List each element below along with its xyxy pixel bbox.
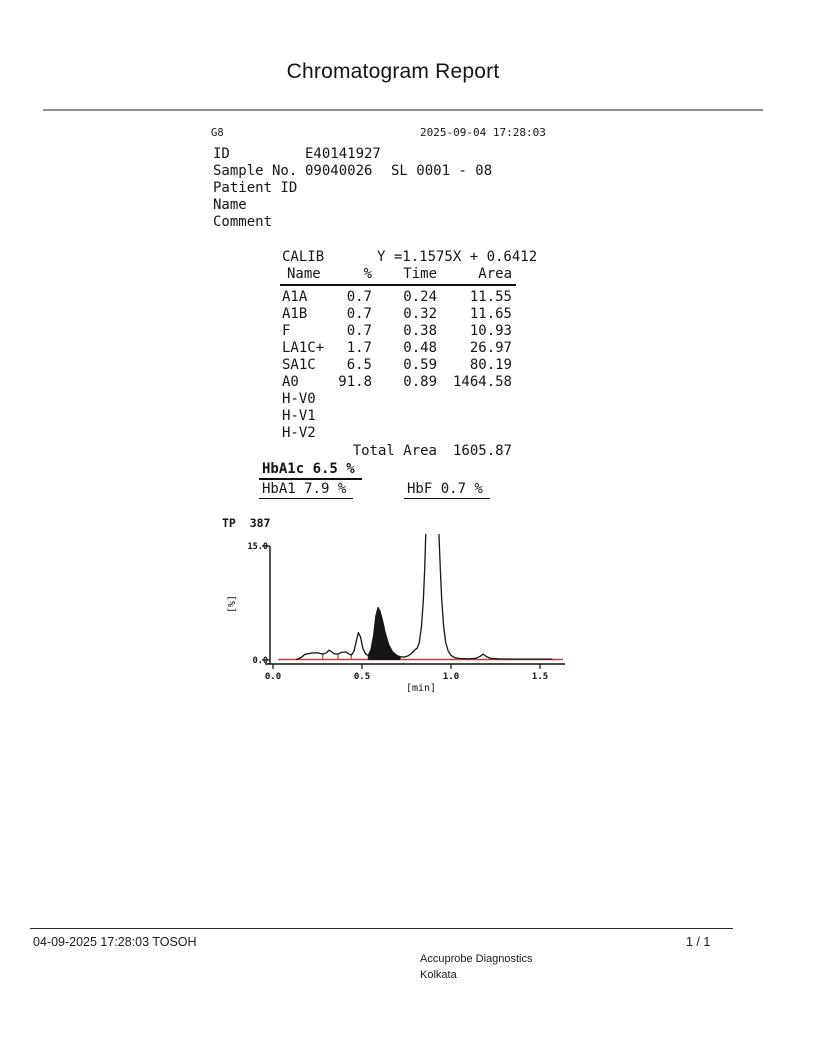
table-header-rule [280,284,516,286]
y-tick-label: 0.0 [253,656,268,666]
x-tick-label: 0.5 [354,672,370,682]
report-datetime: 2025-09-04 17:28:03 [420,126,546,139]
field-label: Name [213,197,247,213]
footer-datetime: 04-09-2025 17:28:03 TOSOH [33,935,197,949]
cell-name: H-V1 [282,408,316,424]
total-points-label: TP 387 [222,516,271,530]
cell-name: A0 [282,374,299,390]
field-label: Comment [213,214,273,230]
cell-time: 0.38 [403,323,437,339]
cell-area: 26.97 [469,340,512,356]
cell-name: H-V0 [282,391,316,407]
result-hba1c: HbA1c 6.5 % [259,460,362,480]
cell-name: A1A [282,289,308,305]
cell-area: 11.65 [469,306,512,322]
field-value: 09040026 [305,163,373,179]
device-model: G8 [211,127,224,139]
org-city: Kolkata [420,969,457,981]
x-axis-title: [min] [406,683,436,694]
cell-time: 0.24 [403,289,437,305]
cell-pct: 91.8 [338,374,372,390]
cell-name: LA1C+ [282,340,325,356]
x-tick-label: 0.0 [265,672,281,682]
header-cell-pct: % [363,266,372,282]
page-title: Chromatogram Report [286,60,500,83]
y-axis-title: [%] [227,595,238,613]
cell-name: F [282,323,291,339]
org-name: Accuprobe Diagnostics [420,953,533,965]
result-hba1: HbA1 7.9 % [259,480,354,499]
cell-area: 1464.58 [452,374,512,390]
result-hbf: HbF 0.7 % [404,480,490,499]
cell-time: 0.59 [403,357,437,373]
y-tick-label: 15.0 [248,542,268,552]
header-cell-time: Time [403,266,437,282]
calib-equation: Y =1.1575X + 0.6412 [377,249,538,265]
field-label: Sample No. [213,163,298,179]
x-tick-label: 1.5 [532,672,548,682]
header-cell-area: Area [478,266,512,282]
chromatogram-chart: 15.0 0.0 0.0 0.5 1.0 1.5 [min] [%] [227,534,565,694]
footer-divider [30,928,733,929]
cell-pct: 1.7 [346,340,372,356]
page-number: 1 / 1 [686,935,711,949]
cell-time: 0.89 [403,374,437,390]
cell-time: 0.48 [403,340,437,356]
header-divider [43,109,763,111]
field-value: E40141927 [305,146,381,162]
cell-area: 80.19 [469,357,512,373]
header-cell-name: Name [287,266,321,282]
sa1c-filled-peak [368,607,401,660]
cell-area: 11.55 [469,289,512,305]
field-label: ID [213,146,230,162]
cell-pct: 6.5 [346,357,372,373]
cell-area: 10.93 [469,323,512,339]
cell-name: A1B [282,306,308,322]
cell-time: 0.32 [403,306,437,322]
field-label: Patient ID [213,180,298,196]
calib-label: CALIB [282,249,325,265]
x-tick-label: 1.0 [443,672,459,682]
chromatogram-trace [295,534,553,661]
total-area-label: Total Area [352,443,437,459]
field-extra: SL 0001 - 08 [391,163,493,179]
cell-pct: 0.7 [346,323,372,339]
total-area-value: 1605.87 [452,443,512,459]
cell-name: SA1C [282,357,316,373]
cell-pct: 0.7 [346,306,372,322]
cell-pct: 0.7 [346,289,372,305]
cell-name: H-V2 [282,425,316,441]
